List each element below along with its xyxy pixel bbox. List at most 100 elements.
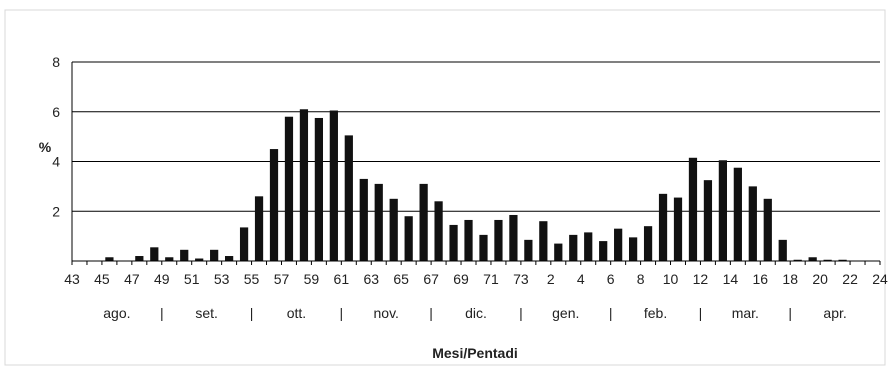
- x-tick-label: 45: [94, 271, 110, 287]
- bar: [643, 226, 653, 261]
- bar: [224, 256, 234, 261]
- x-tick-label: 20: [812, 271, 828, 287]
- bar: [778, 239, 787, 261]
- bar: [808, 257, 817, 261]
- bar: [838, 259, 847, 261]
- bar: [254, 196, 264, 261]
- bar: [314, 117, 324, 261]
- y-axis-title: %: [39, 139, 52, 155]
- bar: [479, 234, 488, 261]
- bar: [344, 135, 353, 261]
- bar: [599, 241, 608, 261]
- x-tick-label: 18: [782, 271, 798, 287]
- y-tick-label: 2: [52, 203, 60, 219]
- bar: [404, 216, 413, 261]
- bar: [823, 259, 832, 261]
- bar: [329, 110, 338, 261]
- bar: [673, 197, 683, 261]
- month-separator: |: [609, 305, 613, 321]
- x-tick-label: 16: [753, 271, 769, 287]
- x-tick-label: 12: [693, 271, 709, 287]
- month-label: mar.: [732, 305, 759, 321]
- bar: [614, 228, 623, 261]
- y-tick-labels: 2 4 6 8: [52, 54, 60, 219]
- month-label: feb.: [644, 305, 667, 321]
- x-tick-label: 8: [637, 271, 645, 287]
- x-tick-label: 51: [184, 271, 200, 287]
- bar: [389, 198, 398, 261]
- month-labels: ago. | set. | ott. | nov. | dic. | gen. | feb. | mar. |…: [103, 305, 847, 321]
- bar: [180, 249, 189, 261]
- y-tick-label: 4: [52, 154, 60, 170]
- month-label: dic.: [465, 305, 487, 321]
- y-tick-label: 6: [52, 104, 60, 120]
- month-separator: |: [340, 305, 344, 321]
- bar: [195, 258, 204, 261]
- y-tick-label: 8: [52, 54, 60, 70]
- x-tick-label: 53: [214, 271, 230, 287]
- bar: [284, 116, 294, 261]
- bar: [434, 201, 443, 261]
- month-label: apr.: [823, 305, 846, 321]
- bar: [464, 219, 473, 261]
- bar: [359, 178, 368, 261]
- axes-group: [71, 62, 881, 265]
- x-tick-label: 49: [154, 271, 170, 287]
- x-tick-label: 22: [842, 271, 858, 287]
- bar: [554, 243, 563, 261]
- month-label: ott.: [287, 305, 306, 321]
- bars-group: [105, 109, 847, 261]
- bar: [449, 224, 458, 261]
- bar: [718, 160, 728, 261]
- x-tick-label: 2: [547, 271, 555, 287]
- bar: [210, 249, 219, 261]
- bar: [584, 232, 593, 261]
- x-tick-label: 43: [64, 271, 80, 287]
- month-label: gen.: [552, 305, 579, 321]
- bar: [105, 257, 114, 261]
- x-tick-labels: 43 45 47 49 51 53 55 57 59 61 63 65 67 69 71 73 2 4 6 8 10 12…: [64, 271, 888, 287]
- bar: [658, 193, 668, 261]
- x-tick-label: 55: [244, 271, 260, 287]
- x-tick-label: 63: [363, 271, 379, 287]
- bar: [269, 149, 279, 261]
- x-tick-label: 6: [607, 271, 615, 287]
- bar: [165, 257, 174, 261]
- bar: [628, 237, 638, 261]
- bar: [733, 167, 742, 261]
- month-separator: |: [699, 305, 703, 321]
- x-tick-label: 59: [304, 271, 320, 287]
- month-separator: |: [788, 305, 792, 321]
- grid-lines: [72, 61, 880, 212]
- bar: [524, 239, 533, 261]
- x-tick-label: 10: [663, 271, 679, 287]
- month-label: nov.: [374, 305, 399, 321]
- x-tick-label: 65: [393, 271, 409, 287]
- x-tick-label: 67: [423, 271, 439, 287]
- bar: [299, 109, 309, 261]
- x-axis-title: Mesi/Pentadi: [432, 345, 518, 361]
- bar: [374, 183, 383, 261]
- x-tick-label: 24: [872, 271, 888, 287]
- x-tick-label: 69: [453, 271, 469, 287]
- x-tick-label: 4: [577, 271, 585, 287]
- x-tick-label: 47: [124, 271, 140, 287]
- bar: [239, 227, 249, 261]
- bar: [509, 214, 518, 261]
- x-tick-label: 73: [513, 271, 529, 287]
- month-separator: |: [519, 305, 523, 321]
- bar: [763, 198, 772, 261]
- bar: [703, 180, 713, 261]
- month-separator: |: [429, 305, 433, 321]
- x-tick-label: 57: [274, 271, 290, 287]
- month-separator: |: [160, 305, 164, 321]
- bar: [135, 256, 144, 261]
- x-tick-label: 61: [334, 271, 350, 287]
- bar: [748, 186, 757, 261]
- bar: [150, 247, 159, 261]
- bar: [419, 183, 428, 261]
- x-tick-label: 14: [723, 271, 739, 287]
- month-label: set.: [195, 305, 218, 321]
